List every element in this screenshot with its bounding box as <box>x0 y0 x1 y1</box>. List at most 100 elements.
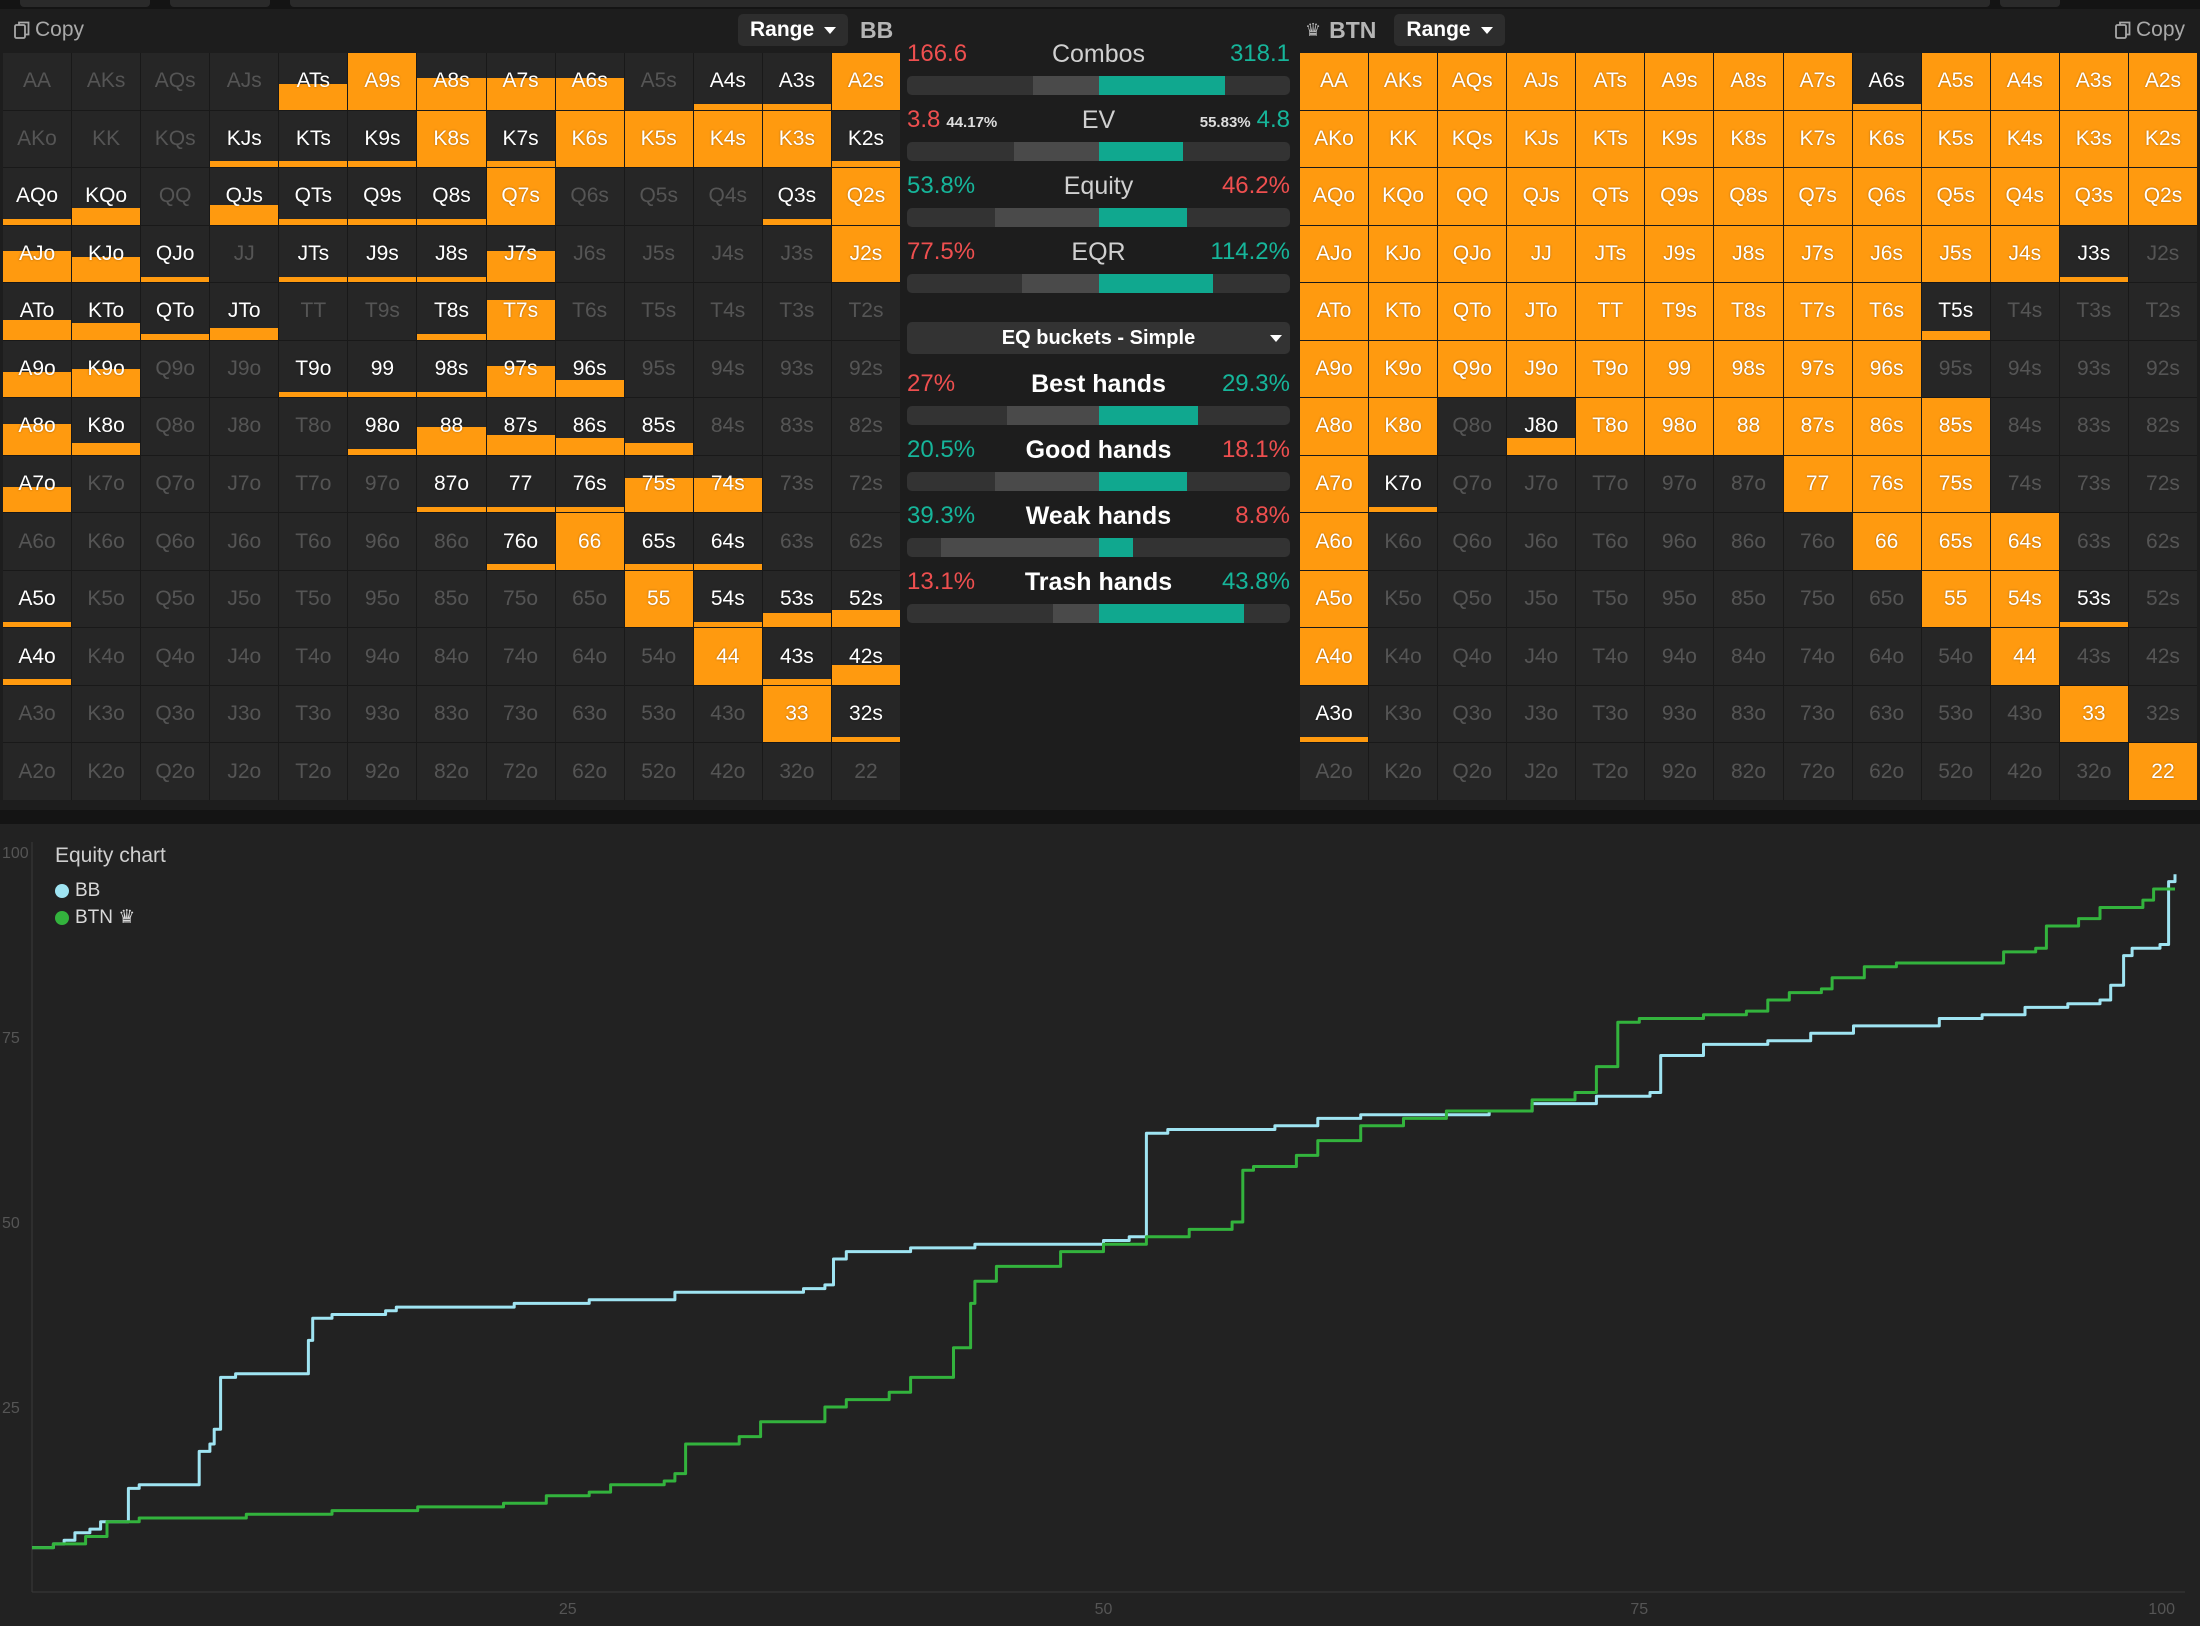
bb-hand-cell[interactable]: T2s <box>831 283 900 340</box>
btn-hand-cell[interactable]: A2s <box>2128 53 2197 110</box>
bb-hand-cell[interactable]: 85o <box>417 570 486 628</box>
btn-hand-cell[interactable]: A4s <box>1990 53 2059 110</box>
btn-hand-cell[interactable]: 83o <box>1714 685 1783 743</box>
bb-hand-cell[interactable]: J3s <box>762 225 831 283</box>
bb-hand-cell[interactable]: T7s <box>486 283 555 340</box>
bb-hand-cell[interactable]: K4s <box>693 110 762 168</box>
btn-hand-cell[interactable]: 62o <box>1852 743 1921 800</box>
bb-hand-cell[interactable]: J4s <box>693 225 762 283</box>
bb-hand-cell[interactable]: Q3o <box>141 685 210 743</box>
bb-hand-cell[interactable]: J7o <box>210 455 279 513</box>
bb-hand-cell[interactable]: J5o <box>210 570 279 628</box>
bb-range-dropdown[interactable]: Range <box>738 14 849 46</box>
btn-hand-cell[interactable]: 86s <box>1852 398 1921 455</box>
btn-hand-cell[interactable]: A3s <box>2059 53 2128 110</box>
btn-hand-cell[interactable]: K2s <box>2128 110 2197 168</box>
bb-hand-cell[interactable]: Q8s <box>417 168 486 225</box>
btn-hand-cell[interactable]: A8s <box>1714 53 1783 110</box>
bb-hand-cell[interactable]: K2o <box>72 743 141 800</box>
btn-hand-cell[interactable]: 95o <box>1645 570 1714 628</box>
bb-hand-cell[interactable]: A6s <box>555 53 624 110</box>
btn-hand-cell[interactable]: KJs <box>1507 110 1576 168</box>
bb-hand-cell[interactable]: Q8o <box>141 398 210 455</box>
btn-hand-cell[interactable]: JTs <box>1576 225 1645 283</box>
bb-hand-cell[interactable]: 52o <box>624 743 693 800</box>
bb-hand-cell[interactable]: 83o <box>417 685 486 743</box>
btn-hand-cell[interactable]: KQo <box>1369 168 1438 225</box>
bb-hand-cell[interactable]: J2o <box>210 743 279 800</box>
btn-hand-cell[interactable]: A7s <box>1783 53 1852 110</box>
bb-hand-cell[interactable]: T8s <box>417 283 486 340</box>
btn-hand-cell[interactable]: 63s <box>2059 513 2128 570</box>
btn-hand-cell[interactable]: 82s <box>2128 398 2197 455</box>
btn-hand-cell[interactable]: 75s <box>1921 455 1990 513</box>
bb-hand-cell[interactable]: A2s <box>831 53 900 110</box>
bb-hand-cell[interactable]: J7s <box>486 225 555 283</box>
bb-hand-cell[interactable]: K6o <box>72 513 141 570</box>
bb-hand-cell[interactable]: 63o <box>555 685 624 743</box>
bb-hand-cell[interactable]: 42o <box>693 743 762 800</box>
bb-hand-cell[interactable]: JTs <box>279 225 348 283</box>
btn-hand-cell[interactable]: 96o <box>1645 513 1714 570</box>
btn-hand-cell[interactable]: 53o <box>1921 685 1990 743</box>
btn-hand-cell[interactable]: 85o <box>1714 570 1783 628</box>
btn-hand-cell[interactable]: K6o <box>1369 513 1438 570</box>
bb-hand-cell[interactable]: Q3s <box>762 168 831 225</box>
bb-hand-cell[interactable]: K5o <box>72 570 141 628</box>
bb-hand-cell[interactable]: 74s <box>693 455 762 513</box>
btn-hand-cell[interactable]: AJo <box>1300 225 1369 283</box>
btn-hand-cell[interactable]: Q9s <box>1645 168 1714 225</box>
btn-hand-cell[interactable]: 32o <box>2059 743 2128 800</box>
btn-hand-cell[interactable]: A6s <box>1852 53 1921 110</box>
btn-hand-cell[interactable]: 72s <box>2128 455 2197 513</box>
bb-hand-cell[interactable]: T4o <box>279 628 348 685</box>
btn-hand-cell[interactable]: T5o <box>1576 570 1645 628</box>
bb-hand-cell[interactable]: J4o <box>210 628 279 685</box>
btn-hand-cell[interactable]: 73s <box>2059 455 2128 513</box>
btn-hand-cell[interactable]: 64s <box>1990 513 2059 570</box>
btn-hand-cell[interactable]: K5s <box>1921 110 1990 168</box>
bb-hand-cell[interactable]: 85s <box>624 398 693 455</box>
bb-hand-cell[interactable]: A6o <box>3 513 72 570</box>
bb-hand-cell[interactable]: 96s <box>555 340 624 398</box>
bb-hand-cell[interactable]: Q2s <box>831 168 900 225</box>
bb-hand-cell[interactable]: 75s <box>624 455 693 513</box>
bb-hand-cell[interactable]: T3s <box>762 283 831 340</box>
btn-hand-cell[interactable]: Q9o <box>1438 340 1507 398</box>
bb-hand-cell[interactable]: ATs <box>279 53 348 110</box>
btn-hand-cell[interactable]: 54s <box>1990 570 2059 628</box>
btn-hand-cell[interactable]: KTs <box>1576 110 1645 168</box>
btn-hand-cell[interactable]: A3o <box>1300 685 1369 743</box>
btn-hand-cell[interactable]: T4o <box>1576 628 1645 685</box>
bb-hand-cell[interactable]: A3o <box>3 685 72 743</box>
bb-hand-cell[interactable]: T3o <box>279 685 348 743</box>
legend-item-bb[interactable]: BB <box>55 877 135 904</box>
btn-hand-cell[interactable]: J9o <box>1507 340 1576 398</box>
bb-hand-cell[interactable]: 83s <box>762 398 831 455</box>
bb-hand-cell[interactable]: AKo <box>3 110 72 168</box>
btn-hand-cell[interactable]: AA <box>1300 53 1369 110</box>
btn-hand-cell[interactable]: J7o <box>1507 455 1576 513</box>
btn-hand-cell[interactable]: A5s <box>1921 53 1990 110</box>
bb-hand-cell[interactable]: T8o <box>279 398 348 455</box>
bb-hand-cell[interactable]: 62s <box>831 513 900 570</box>
btn-hand-cell[interactable]: QJs <box>1507 168 1576 225</box>
btn-hand-cell[interactable]: 63o <box>1852 685 1921 743</box>
bb-hand-cell[interactable]: 97s <box>486 340 555 398</box>
btn-hand-cell[interactable]: Q8s <box>1714 168 1783 225</box>
bb-hand-cell[interactable]: 32o <box>762 743 831 800</box>
bb-hand-cell[interactable]: AQo <box>3 168 72 225</box>
btn-hand-cell[interactable]: 92s <box>2128 340 2197 398</box>
btn-hand-cell[interactable]: 97s <box>1783 340 1852 398</box>
btn-hand-cell[interactable]: 97o <box>1645 455 1714 513</box>
btn-hand-cell[interactable]: KJo <box>1369 225 1438 283</box>
bb-hand-cell[interactable]: A7o <box>3 455 72 513</box>
bb-hand-cell[interactable]: 93s <box>762 340 831 398</box>
btn-hand-cell[interactable]: K4s <box>1990 110 2059 168</box>
bb-hand-cell[interactable]: J5s <box>624 225 693 283</box>
bb-hand-cell[interactable]: 84s <box>693 398 762 455</box>
btn-hand-cell[interactable]: 87o <box>1714 455 1783 513</box>
btn-hand-cell[interactable]: KK <box>1369 110 1438 168</box>
bb-hand-cell[interactable]: KTs <box>279 110 348 168</box>
bb-hand-cell[interactable]: J2s <box>831 225 900 283</box>
